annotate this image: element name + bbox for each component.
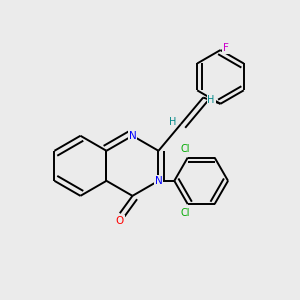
Text: H: H (207, 95, 215, 105)
Text: O: O (116, 216, 124, 226)
Text: F: F (223, 44, 229, 53)
Text: N: N (154, 176, 162, 186)
Text: H: H (169, 117, 177, 127)
Text: N: N (129, 131, 136, 141)
Text: Cl: Cl (180, 208, 190, 218)
Text: Cl: Cl (180, 144, 190, 154)
